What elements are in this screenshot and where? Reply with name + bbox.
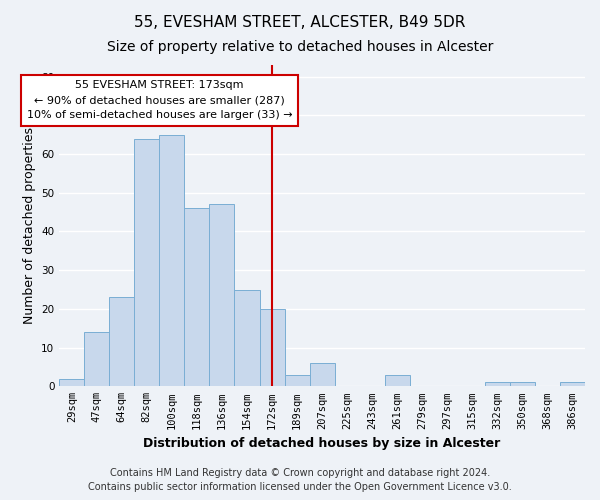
Bar: [485, 382, 510, 386]
Bar: [235, 290, 260, 386]
Bar: [59, 378, 84, 386]
Bar: [260, 309, 284, 386]
Text: Size of property relative to detached houses in Alcester: Size of property relative to detached ho…: [107, 40, 493, 54]
X-axis label: Distribution of detached houses by size in Alcester: Distribution of detached houses by size …: [143, 437, 501, 450]
Bar: [510, 382, 535, 386]
Bar: [209, 204, 235, 386]
Bar: [184, 208, 209, 386]
Bar: [160, 134, 184, 386]
Bar: [84, 332, 109, 386]
Text: 55 EVESHAM STREET: 173sqm
← 90% of detached houses are smaller (287)
10% of semi: 55 EVESHAM STREET: 173sqm ← 90% of detac…: [26, 80, 292, 120]
Bar: [134, 138, 160, 386]
Bar: [310, 363, 335, 386]
Bar: [284, 374, 310, 386]
Bar: [109, 298, 134, 386]
Text: 55, EVESHAM STREET, ALCESTER, B49 5DR: 55, EVESHAM STREET, ALCESTER, B49 5DR: [134, 15, 466, 30]
Bar: [385, 374, 410, 386]
Bar: [560, 382, 585, 386]
Y-axis label: Number of detached properties: Number of detached properties: [23, 127, 35, 324]
Text: Contains HM Land Registry data © Crown copyright and database right 2024.
Contai: Contains HM Land Registry data © Crown c…: [88, 468, 512, 492]
